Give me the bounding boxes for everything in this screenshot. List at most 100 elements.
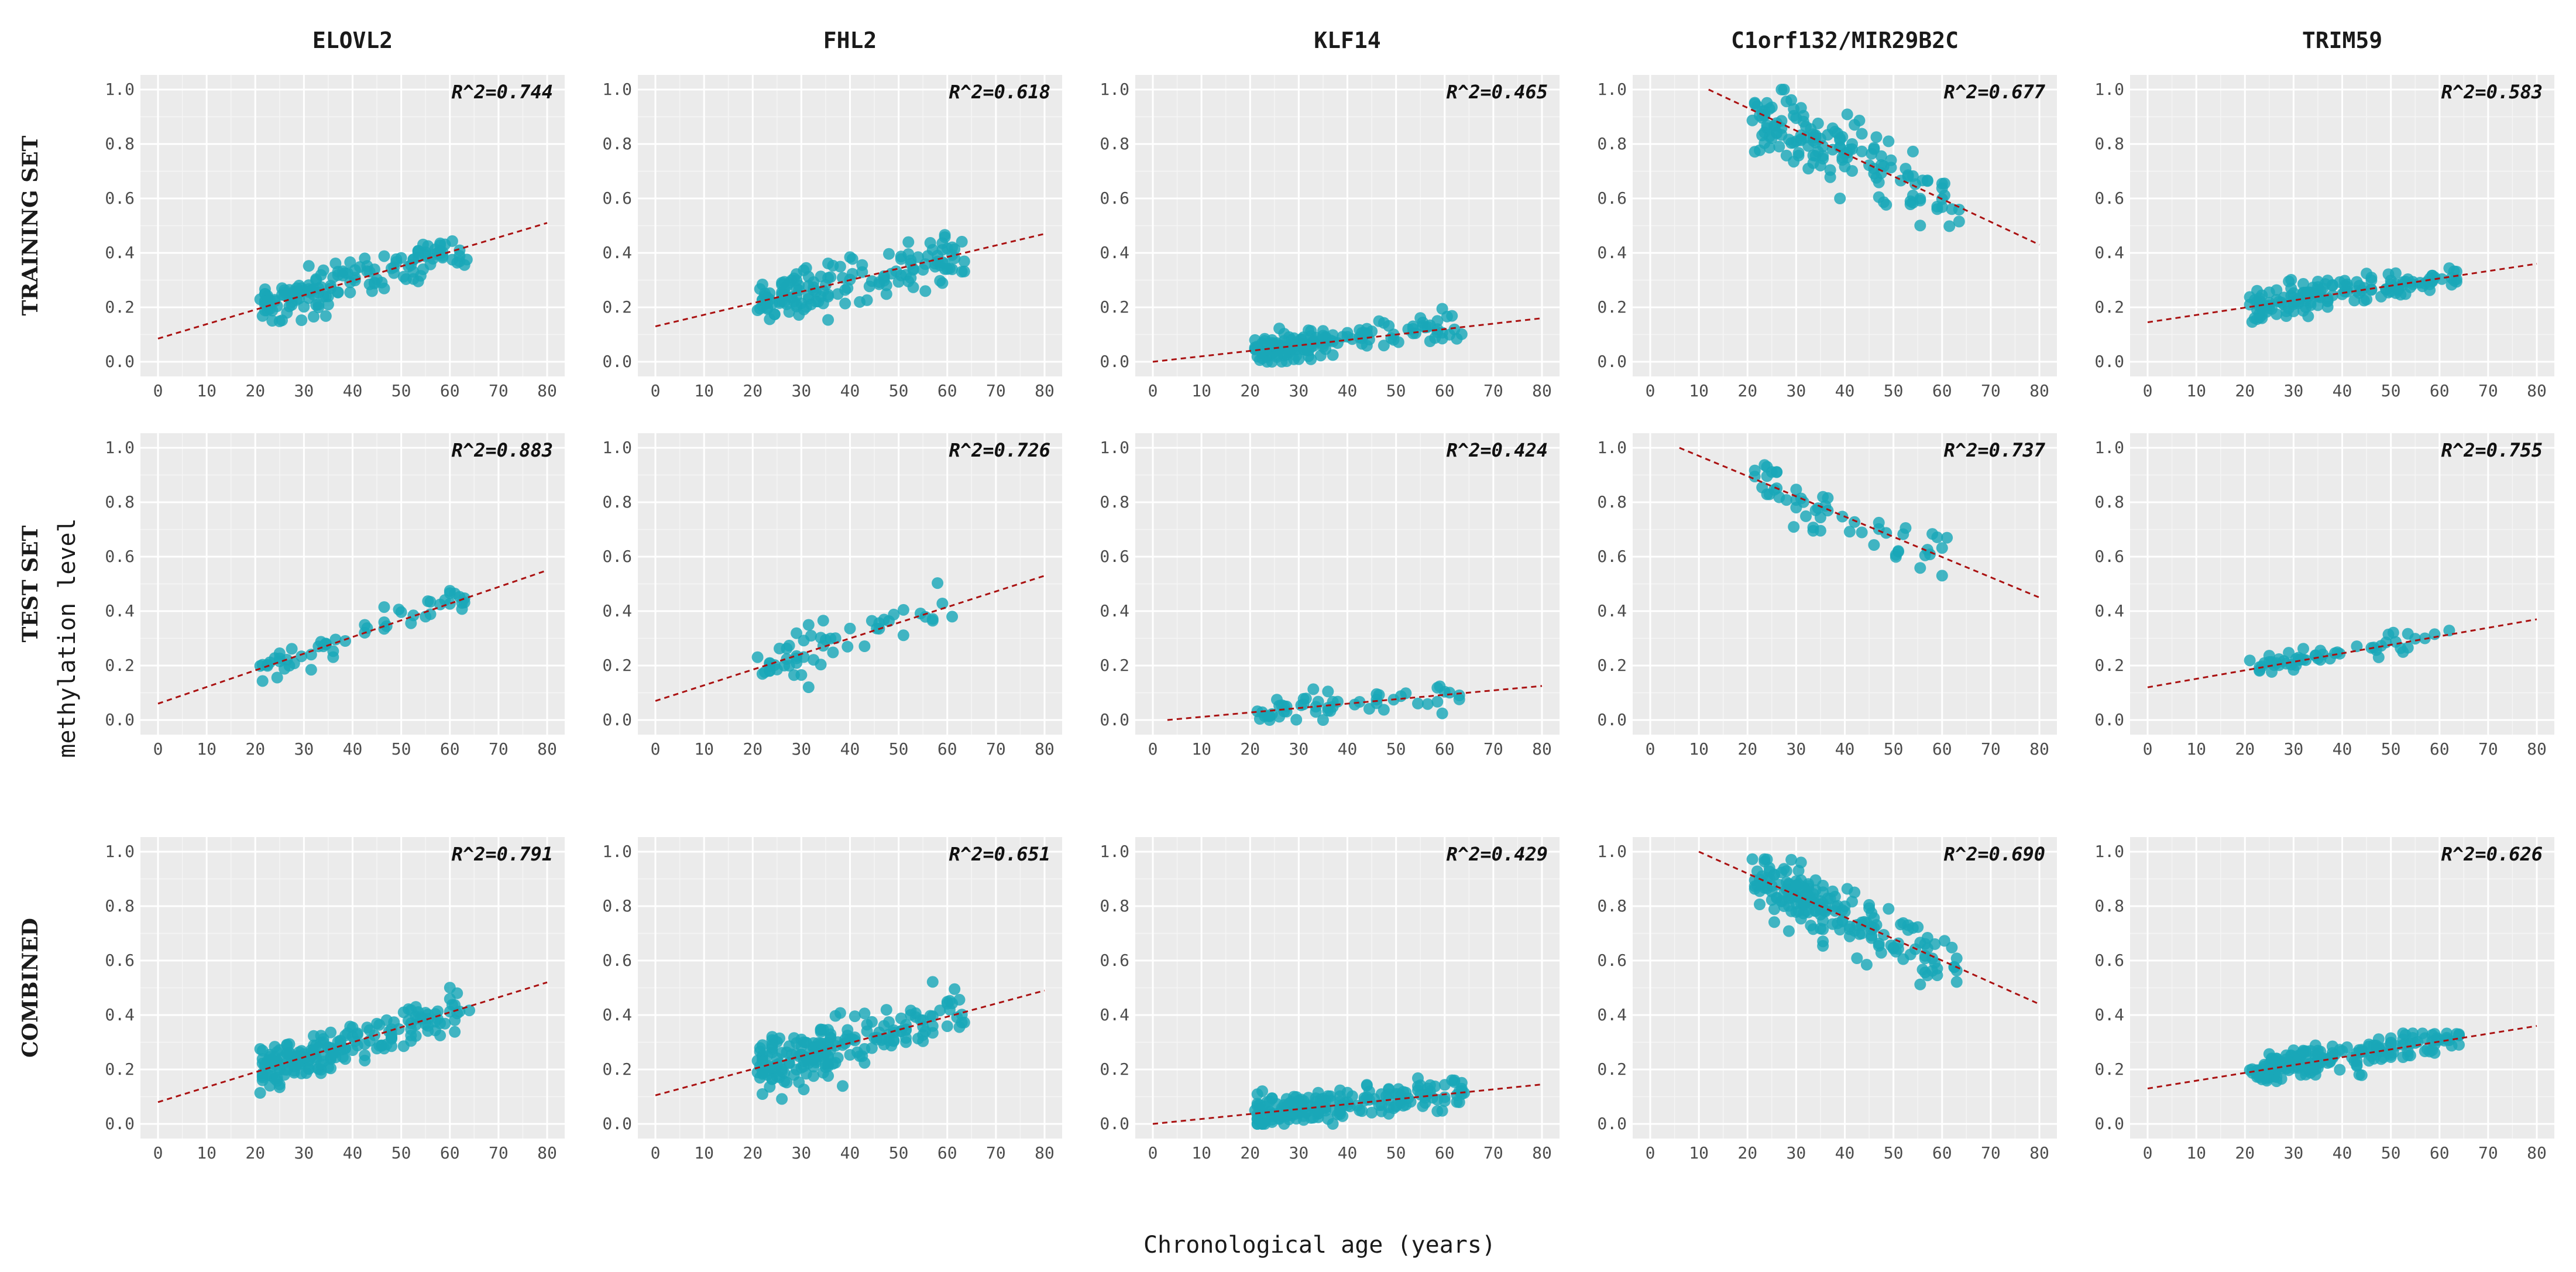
- x-tick-label: 70: [2478, 1143, 2498, 1163]
- regression-line: [2147, 1025, 2537, 1090]
- r-squared-label: R^2=0.424: [1447, 439, 1548, 461]
- regression-line: [655, 989, 1045, 1096]
- x-tick-label: 50: [391, 1143, 411, 1163]
- panel-test-set-trim59: 0 10 20 30 40 50 60 70 80 0.0 0.2 0.4 0.6 0.8 1.0 R^2=0…: [2094, 433, 2554, 759]
- y-tick-label: 0.0: [105, 352, 135, 371]
- data-point: [926, 244, 939, 256]
- data-point: [1941, 532, 1953, 544]
- data-point: [1824, 164, 1836, 176]
- x-tick-label: 60: [937, 381, 957, 400]
- data-point: [917, 1035, 929, 1047]
- data-point: [2409, 633, 2422, 645]
- data-point: [781, 1076, 793, 1089]
- data-point: [1919, 949, 1931, 962]
- data-point: [1875, 150, 1887, 162]
- panel-test-set-klf14: 0 10 20 30 40 50 60 70 80 0.0 0.2 0.4 0.6 0.8 1.0 R^2=0…: [1100, 433, 1560, 759]
- data-point: [2338, 275, 2351, 287]
- data-point: [756, 1088, 768, 1100]
- data-point: [380, 1038, 393, 1051]
- r-squared-label: R^2=0.618: [949, 81, 1050, 103]
- data-point: [1809, 905, 1822, 917]
- data-point: [1914, 562, 1926, 574]
- x-tick-label: 40: [840, 1143, 860, 1163]
- panel-training-set-fhl2: 0 10 20 30 40 50 60 70 80 0.0 0.2 0.4 0.6 0.8 1.0 R^2=0…: [602, 75, 1062, 400]
- data-points: [254, 585, 470, 687]
- y-tick-label: 0.4: [105, 601, 135, 620]
- data-point: [2297, 1045, 2309, 1058]
- data-point: [844, 622, 856, 635]
- data-point: [1322, 685, 1334, 698]
- data-point: [1324, 705, 1337, 717]
- y-tick-label: 0.8: [105, 896, 135, 916]
- x-tick-label: 0: [1646, 1143, 1655, 1163]
- data-point: [897, 629, 909, 642]
- data-point: [444, 598, 456, 610]
- data-point: [1763, 103, 1775, 115]
- x-tick-label: 40: [1338, 381, 1358, 400]
- y-tick-label: 1.0: [1597, 80, 1627, 99]
- y-tick-label: 0.8: [105, 134, 135, 153]
- data-point: [1773, 140, 1785, 153]
- r-squared-label: R^2=0.755: [2441, 439, 2543, 461]
- regression-line: [1698, 851, 2040, 1005]
- data-point: [1436, 707, 1448, 719]
- data-point: [788, 669, 800, 681]
- y-tick-label: 0.6: [1597, 188, 1627, 208]
- x-tick-label: 50: [1884, 381, 1904, 400]
- y-tick-label: 0.8: [1100, 134, 1129, 153]
- data-points: [1746, 84, 1965, 232]
- regression-line: [1708, 88, 2040, 246]
- data-point: [397, 1040, 410, 1052]
- data-point: [798, 1084, 810, 1096]
- data-point: [361, 1021, 373, 1034]
- x-tick-label: 40: [343, 1143, 363, 1163]
- y-tick-label: 0.8: [105, 492, 135, 512]
- data-point: [815, 659, 827, 671]
- data-point: [1436, 1105, 1448, 1117]
- data-points: [751, 229, 970, 326]
- data-point: [1834, 132, 1846, 144]
- data-point: [2280, 1049, 2292, 1061]
- data-point: [380, 1014, 393, 1026]
- data-point: [2280, 310, 2292, 322]
- data-point: [849, 1010, 861, 1023]
- data-point: [256, 675, 269, 687]
- y-tick-label: 0.0: [1100, 352, 1129, 371]
- data-point: [378, 282, 390, 294]
- data-point: [1438, 1091, 1451, 1103]
- data-point: [378, 250, 390, 262]
- data-point: [1387, 1102, 1400, 1115]
- data-points: [751, 577, 959, 693]
- x-tick-label: 10: [694, 381, 714, 400]
- data-point: [791, 627, 803, 639]
- x-tick-label: 0: [153, 381, 163, 400]
- y-tick-label: 0.2: [2094, 297, 2124, 317]
- data-point: [1807, 923, 1819, 935]
- x-tick-label: 70: [489, 381, 509, 400]
- y-tick-label: 0.4: [2094, 243, 2124, 262]
- data-point: [2453, 1038, 2465, 1051]
- data-point: [2338, 286, 2351, 298]
- data-point: [1841, 108, 1853, 121]
- data-point: [1303, 1092, 1314, 1104]
- data-point: [1331, 337, 1344, 349]
- data-point: [2307, 1061, 2319, 1073]
- data-point: [354, 261, 366, 273]
- data-point: [873, 617, 885, 629]
- data-point: [1305, 330, 1317, 342]
- data-point: [1378, 317, 1390, 329]
- data-point: [1431, 695, 1444, 708]
- y-tick-label: 0.0: [1100, 1114, 1129, 1133]
- data-point: [1809, 131, 1822, 143]
- data-point: [800, 262, 812, 274]
- data-point: [1856, 128, 1868, 140]
- x-tick-label: 20: [245, 381, 265, 400]
- data-point: [1866, 907, 1878, 919]
- x-tick-label: 10: [1191, 381, 1211, 400]
- data-point: [1749, 883, 1761, 895]
- x-tick-label: 20: [743, 739, 763, 759]
- y-tick-label: 0.8: [1100, 492, 1129, 512]
- column-title-trim59: TRIM59: [2302, 28, 2382, 53]
- data-point: [1297, 1110, 1310, 1122]
- data-point: [936, 244, 949, 256]
